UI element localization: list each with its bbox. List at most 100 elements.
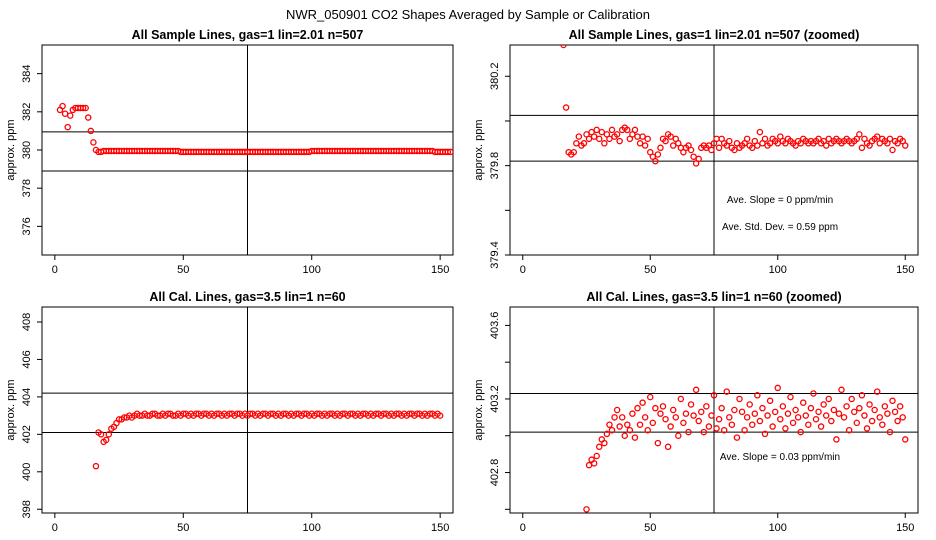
data-point <box>731 146 738 154</box>
data-point <box>749 144 756 152</box>
data-point <box>659 403 667 410</box>
x-tick-label: 0 <box>52 264 58 276</box>
data-point <box>662 415 669 423</box>
data-point <box>667 423 674 430</box>
data-point <box>700 428 708 436</box>
data-point <box>820 401 827 408</box>
data-point <box>593 126 600 134</box>
data-point <box>769 423 776 430</box>
data-point <box>787 393 794 401</box>
data-point <box>843 403 850 410</box>
data-point <box>782 425 789 432</box>
data-point <box>835 410 843 417</box>
data-point <box>733 434 741 441</box>
data-point <box>626 426 634 434</box>
data-series <box>92 410 444 470</box>
y-axis-label: approx. ppm <box>5 119 17 180</box>
y-tick-label: 406 <box>21 350 33 368</box>
data-point <box>856 131 863 138</box>
data-point <box>891 408 899 416</box>
data-point <box>756 128 764 136</box>
data-point <box>792 406 799 414</box>
data-point <box>789 419 797 427</box>
data-point <box>682 410 690 417</box>
data-point <box>621 432 629 439</box>
data-point <box>598 128 606 136</box>
data-point <box>590 133 598 140</box>
data-point <box>784 410 792 417</box>
data-point <box>851 408 858 416</box>
data-point <box>444 148 452 156</box>
data-point <box>871 406 878 414</box>
data-point <box>743 135 751 143</box>
y-tick-label: 400 <box>21 463 33 481</box>
data-point <box>746 401 753 408</box>
chart-panel: All Cal. Lines, gas=3.5 lin=1 n=60 (zoom… <box>473 290 919 534</box>
data-point <box>573 140 580 147</box>
data-point <box>886 428 894 436</box>
data-point <box>654 151 662 158</box>
data-point <box>616 423 623 430</box>
data-point <box>797 428 804 436</box>
x-tick-label: 0 <box>52 522 58 534</box>
data-point <box>61 110 69 117</box>
x-tick-label: 100 <box>769 264 787 276</box>
data-point <box>868 417 876 425</box>
data-point <box>585 135 593 143</box>
data-point <box>889 397 896 405</box>
x-tick-label: 0 <box>520 264 526 276</box>
data-point <box>713 425 720 432</box>
data-point <box>894 417 901 425</box>
data-point <box>825 395 833 403</box>
data-point <box>636 140 644 147</box>
data-point <box>624 126 631 134</box>
data-point <box>631 126 639 134</box>
data-point <box>662 137 669 145</box>
data-point <box>580 140 588 147</box>
data-point <box>754 142 761 149</box>
data-point <box>618 414 626 421</box>
data-point <box>601 140 608 147</box>
y-tick-label: 384 <box>21 64 33 82</box>
x-tick-label: 100 <box>303 264 321 276</box>
x-tick-label: 0 <box>520 522 526 534</box>
data-point <box>606 421 613 428</box>
data-point <box>634 133 641 140</box>
data-point <box>902 142 909 149</box>
data-point <box>64 123 71 131</box>
y-tick-label: 402 <box>21 425 33 443</box>
y-tick-label: 402.8 <box>489 459 501 487</box>
data-point <box>685 428 692 436</box>
y-tick-label: 380 <box>21 141 33 159</box>
x-tick-label: 150 <box>431 264 449 276</box>
data-point <box>59 102 66 110</box>
data-point <box>664 443 672 451</box>
data-series <box>56 102 453 156</box>
data-point <box>624 421 631 428</box>
data-point <box>713 135 720 143</box>
data-point <box>736 395 743 403</box>
data-point <box>562 104 570 111</box>
data-point <box>845 426 853 434</box>
chart-panel: All Sample Lines, gas=1 lin=2.01 n=507 0 5… <box>5 28 454 276</box>
data-point <box>779 403 787 410</box>
x-tick-label: 50 <box>177 522 189 534</box>
data-point <box>636 421 644 428</box>
data-point <box>794 414 802 421</box>
data-point <box>833 436 840 443</box>
data-point <box>606 135 613 143</box>
data-point <box>756 417 764 425</box>
data-point <box>667 133 674 140</box>
data-point <box>754 392 761 399</box>
data-point <box>447 148 453 156</box>
y-tick-label: 380.2 <box>489 63 501 91</box>
data-point <box>726 414 733 421</box>
data-point <box>777 415 784 423</box>
data-point <box>766 397 774 405</box>
data-point <box>585 461 593 469</box>
data-point <box>596 443 603 451</box>
data-point <box>649 419 657 427</box>
data-point <box>690 153 697 160</box>
data-point <box>596 135 603 143</box>
data-point <box>863 425 871 432</box>
